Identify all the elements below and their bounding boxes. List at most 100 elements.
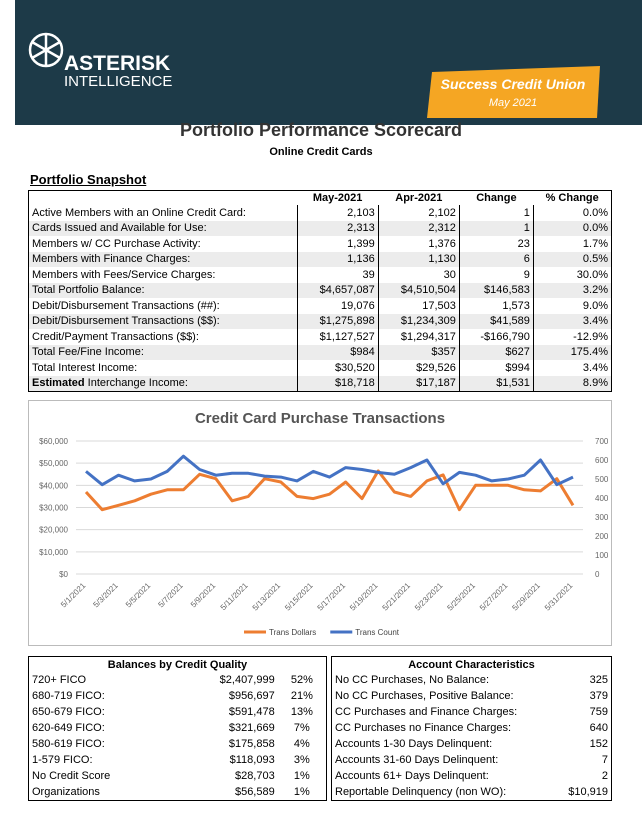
cell: Organizations (32, 786, 100, 798)
chart: Credit Card Purchase Transactions $0 $10,… (28, 400, 612, 646)
snapshot-table: May-2021 Apr-2021 Change % Change Active Mem… (28, 190, 613, 392)
badge (427, 66, 600, 118)
cell: 1-579 FICO: (32, 754, 93, 766)
cell: 1,136 (296, 251, 379, 267)
row: Organizations $56,589 1% (29, 784, 327, 801)
cell: $1,275,898 (296, 313, 379, 329)
row: Members with Finance Charges: 1,136 1,130 6… (28, 251, 613, 267)
cell: $118,093 (229, 754, 275, 766)
cell: 30.0% (532, 267, 613, 283)
cell: $56,589 (234, 786, 275, 798)
row: 620-649 FICO: $321,669 7% (29, 720, 327, 736)
line (84, 469, 575, 512)
cell: $357 (377, 344, 460, 360)
logo-icon (28, 32, 64, 68)
cell: 9.0% (532, 298, 613, 314)
row: No CC Purchases, Positive Balance: 379 (332, 688, 612, 704)
cell: 2,312 (377, 220, 460, 236)
y-tick-label: $60,000 (39, 437, 68, 446)
cell: 30 (377, 267, 460, 283)
cell: Debit/Disbursement Transactions ($$): (28, 313, 298, 329)
row: Active Members with an Online Credit Car… (28, 205, 613, 221)
x-tick-label: 5/1/2021 (59, 581, 88, 610)
cell: Accounts 31-60 Days Delinquent: (335, 754, 499, 766)
legend-label: Trans Count (355, 628, 400, 637)
x-tick-label: 5/7/2021 (156, 581, 185, 610)
cell: $4,510,504 (377, 282, 460, 298)
row: CC Purchases no Finance Charges: 640 (332, 720, 612, 736)
y-tick-label: $10,000 (39, 548, 68, 557)
cell: Debit/Disbursement Transactions (##): (28, 298, 298, 314)
cell: 580-619 FICO: (32, 738, 105, 750)
header-cell: Balances by Credit Quality (107, 658, 248, 671)
row: Total Fee/Fine Income: $984 $357 $627 175.4% (28, 344, 613, 360)
cell: 9 (458, 267, 534, 283)
cell: CC Purchases and Finance Charges: (335, 706, 518, 718)
cell: 759 (589, 706, 608, 718)
cell: $1,234,309 (377, 313, 460, 329)
cell: 379 (589, 690, 608, 702)
cell: Total Fee/Fine Income: (28, 344, 298, 360)
row: 650-679 FICO: $591,478 13% (29, 704, 327, 720)
brand: ASTERISK (64, 52, 170, 75)
row: Accounts 1-30 Days Delinquent: 152 (332, 736, 612, 752)
row: Total Interest Income: $30,520 $29,526 $994… (28, 360, 613, 376)
cell: 620-649 FICO: (32, 722, 105, 734)
cell: $146,583 (458, 282, 534, 298)
x-tick-label: 5/13/2021 (251, 581, 283, 613)
cell: 2,313 (296, 220, 379, 236)
badge-date: May 2021 (489, 97, 537, 109)
cell: Active Members with an Online Credit Car… (28, 205, 298, 221)
row: Members with Fees/Service Charges: 39 30 9 3… (28, 267, 613, 283)
cell: 3.4% (532, 360, 613, 376)
cell: $18,718 (296, 375, 379, 392)
cell: No CC Purchases, Positive Balance: (335, 690, 514, 702)
y2-tick-label: 700 (595, 437, 609, 446)
cell: $1,127,527 (296, 329, 379, 345)
subtitle: Online Credit Cards (269, 146, 373, 158)
cell: No Credit Score (32, 770, 111, 782)
cell: 52% (290, 674, 313, 686)
cell: 19,076 (296, 298, 379, 314)
cell: 21% (290, 690, 313, 702)
header: ASTERISK INTELLIGENCE Success Credit Uni… (15, 0, 642, 125)
line (85, 454, 574, 487)
cell: 1 (458, 205, 534, 221)
y-tick-label: $20,000 (39, 526, 68, 535)
cell: $627 (458, 344, 534, 360)
row: Members w/ CC Purchase Activity: 1,399 1,3… (28, 236, 613, 252)
cell: 2 (601, 770, 608, 782)
cell: -12.9% (532, 329, 613, 345)
cell: $956,697 (228, 690, 275, 702)
y2-tick-label: 400 (595, 494, 609, 503)
cell-bold: Estimated (32, 377, 85, 390)
row: Debit/Disbursement Transactions ($$): $1,… (28, 313, 613, 329)
cell: $591,478 (228, 706, 275, 718)
cell: 1,399 (296, 236, 379, 252)
x-tick-label: 5/17/2021 (316, 581, 348, 613)
cell: $2,407,999 (219, 674, 275, 686)
x-tick-label: 5/27/2021 (478, 581, 510, 613)
header-cell: Apr-2021 (395, 192, 443, 204)
x-tick-label: 5/25/2021 (445, 581, 477, 613)
cell: 3.2% (532, 282, 613, 298)
x-tick-label: 5/9/2021 (189, 581, 218, 610)
badge-title: Success Credit Union (441, 76, 586, 92)
credit-quality-table: Balances by Credit Quality 720+ FICO $2,40… (28, 656, 327, 801)
cell: Cards Issued and Available for Use: (28, 220, 298, 236)
cell: 1,376 (377, 236, 460, 252)
cell: $1,531 (458, 375, 534, 392)
row: Estimated Interchange Income: $18,718 $17,… (28, 375, 613, 392)
cell: 650-679 FICO: (32, 706, 105, 718)
row: Debit/Disbursement Transactions (##): 19,… (28, 298, 613, 314)
cell: $994 (458, 360, 534, 376)
cell: 175.4% (532, 344, 613, 360)
row: CC Purchases and Finance Charges: 759 (332, 704, 612, 720)
legend-label: Trans Dollars (269, 628, 316, 637)
cell: 3.4% (532, 313, 613, 329)
cell: Accounts 61+ Days Delinquent: (335, 770, 489, 782)
cell: $1,294,317 (377, 329, 460, 345)
header-row: May-2021 Apr-2021 Change % Change (29, 191, 612, 206)
x-tick-label: 5/11/2021 (219, 581, 250, 612)
